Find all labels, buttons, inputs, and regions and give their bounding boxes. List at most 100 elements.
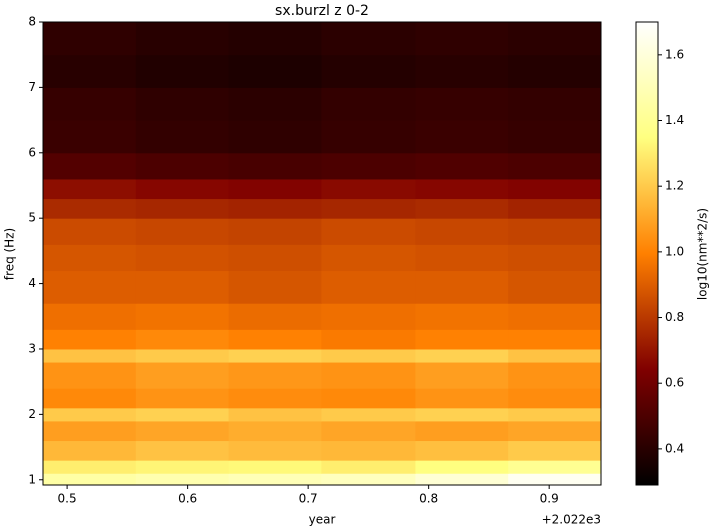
heatmap-cell — [415, 54, 509, 88]
colorbar-tick-label: 1.6 — [665, 47, 684, 61]
heatmap-cell — [508, 54, 602, 88]
heatmap-cell — [135, 473, 230, 486]
heatmap-cell — [135, 244, 230, 272]
heatmap-cell — [228, 178, 322, 200]
heatmap-cell — [508, 460, 602, 474]
heatmap-cell — [415, 244, 509, 272]
heatmap-cell — [508, 22, 602, 56]
x-tick-label: 0.8 — [419, 492, 438, 506]
y-tick-label: 4 — [28, 276, 36, 290]
heatmap-cell — [321, 348, 416, 363]
x-axis-label: year — [309, 513, 336, 527]
heatmap-cell — [321, 303, 416, 330]
heatmap-cell — [43, 407, 137, 422]
plot-frame — [42, 21, 602, 486]
heatmap-cell — [228, 244, 322, 272]
heatmap-cell — [508, 152, 602, 180]
heatmap-cell — [135, 218, 230, 245]
heatmap-cell — [321, 473, 416, 486]
heatmap-cell — [415, 120, 509, 154]
heatmap-cell — [228, 407, 322, 422]
heatmap-cell — [135, 407, 230, 422]
heatmap-cell — [228, 218, 322, 245]
heatmap-cell — [508, 440, 602, 461]
heatmap-cell — [321, 87, 416, 121]
y-tick-label: 2 — [28, 407, 36, 421]
heatmap-cell — [43, 388, 137, 409]
heatmap-cell — [321, 54, 416, 88]
colorbar-tick-label: 1.2 — [665, 179, 684, 193]
heatmap-cell — [508, 362, 602, 389]
x-tick-label: 0.5 — [58, 492, 77, 506]
heatmap-cell — [43, 362, 137, 389]
heatmap-cell — [508, 120, 602, 154]
heatmap-cell — [321, 440, 416, 461]
heatmap-cell — [321, 218, 416, 245]
heatmap-cell — [43, 218, 137, 245]
heatmap-cell — [321, 420, 416, 442]
y-tick-label: 7 — [28, 80, 36, 94]
heatmap-cell — [508, 329, 602, 350]
heatmap-cell — [415, 388, 509, 409]
heatmap-cell — [415, 178, 509, 200]
heatmap-cell — [228, 22, 322, 56]
heatmap-cell — [508, 218, 602, 245]
heatmap-cell — [321, 178, 416, 200]
heatmap-cell — [508, 420, 602, 442]
heatmap-cell — [135, 460, 230, 474]
heatmap-cell — [415, 152, 509, 180]
heatmap-cell — [135, 388, 230, 409]
x-tick-label: 0.6 — [178, 492, 197, 506]
heatmap-cell — [415, 473, 509, 486]
heatmap-cell — [508, 87, 602, 121]
heatmap-cell — [508, 270, 602, 304]
heatmap-cell — [321, 270, 416, 304]
heatmap-cell — [321, 198, 416, 219]
heatmap-cell — [135, 362, 230, 389]
heatmap-cell — [228, 198, 322, 219]
heatmap-cell — [228, 473, 322, 486]
heatmap-cell — [228, 440, 322, 461]
heatmap-cell — [228, 303, 322, 330]
heatmap-cell — [321, 152, 416, 180]
heatmap-cell — [43, 120, 137, 154]
heatmap-cell — [43, 440, 137, 461]
heatmap-cell — [43, 54, 137, 88]
heatmap-cell — [43, 178, 137, 200]
heatmap-cell — [43, 152, 137, 180]
heatmap-cell — [415, 198, 509, 219]
heatmap-cell — [508, 348, 602, 363]
heatmap-cell — [228, 270, 322, 304]
heatmap-cell — [508, 178, 602, 200]
heatmap-cell — [415, 362, 509, 389]
colorbar — [635, 21, 659, 486]
heatmap-cell — [415, 303, 509, 330]
y-axis-label: freq (Hz) — [3, 228, 17, 280]
heatmap-cell — [228, 388, 322, 409]
heatmap-cell — [135, 440, 230, 461]
chart-title: sx.burzl z 0-2 — [275, 3, 369, 19]
heatmap-cell — [228, 362, 322, 389]
heatmap-cell — [228, 54, 322, 88]
heatmap-cell — [135, 152, 230, 180]
heatmap-cell — [43, 329, 137, 350]
colorbar-tick-label: 0.4 — [665, 441, 684, 455]
heatmap-cell — [43, 244, 137, 272]
heatmap-cell — [321, 388, 416, 409]
heatmap-cell — [415, 22, 509, 56]
heatmap-cell — [321, 22, 416, 56]
heatmap-cell — [415, 348, 509, 363]
heatmap-cell — [228, 87, 322, 121]
y-tick-label: 1 — [28, 472, 36, 486]
heatmap-cell — [135, 54, 230, 88]
heatmap-cell — [508, 198, 602, 219]
colorbar-tick-label: 0.8 — [665, 310, 684, 324]
heatmap-cell — [43, 303, 137, 330]
colorbar-label: log10(nm**2/s) — [696, 208, 710, 300]
heatmap-cell — [228, 420, 322, 442]
heatmap-cell — [321, 120, 416, 154]
heatmap-cell — [43, 460, 137, 474]
heatmap-cell — [135, 303, 230, 330]
heatmap-cell — [415, 460, 509, 474]
y-tick-label: 8 — [28, 15, 36, 29]
